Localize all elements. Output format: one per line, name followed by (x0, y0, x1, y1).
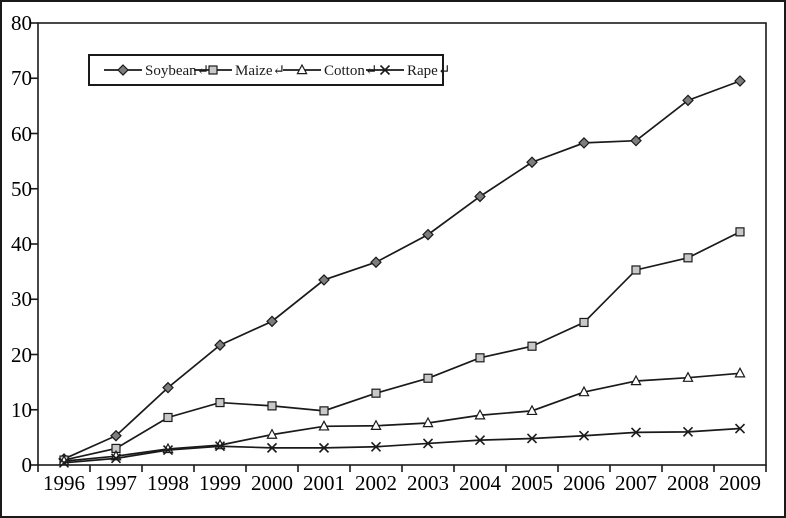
legend-label-soybean: Soybean↵ (145, 62, 210, 79)
legend-entry-soybean: Soybean↵ (104, 56, 209, 84)
marker-square-icon (475, 353, 485, 363)
marker-diamond-icon (578, 137, 590, 149)
marker-diamond-icon (266, 315, 278, 328)
marker-diamond-icon (318, 274, 330, 286)
x-tick-label: 2002 (355, 471, 397, 495)
marker-diamond-icon (370, 256, 382, 269)
x-tick-label: 2004 (459, 471, 501, 495)
marker-x-icon (58, 457, 70, 468)
marker-diamond-icon (734, 75, 746, 87)
marker-triangle-icon (526, 404, 538, 416)
y-tick-label: 50 (11, 176, 32, 201)
legend-diamond-icon (104, 64, 142, 76)
marker-triangle-icon (318, 420, 330, 431)
marker-diamond-icon (162, 381, 174, 394)
marker-square-icon (631, 265, 641, 275)
marker-triangle-icon (422, 416, 434, 428)
marker-diamond-icon (474, 190, 486, 203)
y-tick-label: 20 (11, 342, 32, 367)
series-line-maize (63, 231, 741, 461)
marker-square-icon (423, 373, 433, 383)
marker-x-icon (214, 441, 226, 452)
marker-triangle-icon (734, 367, 746, 378)
y-tick-label: 10 (11, 397, 32, 422)
x-tick-label: 1997 (95, 471, 137, 495)
marker-x-icon (526, 433, 538, 444)
legend-label-cotton: Cotton↵ (324, 62, 378, 79)
marker-triangle-icon (578, 385, 590, 397)
marker-square-icon (527, 341, 537, 351)
marker-triangle-icon (266, 428, 278, 439)
legend-triangle-icon (283, 63, 321, 75)
marker-x-icon (110, 453, 122, 464)
legend: Soybean↵ Maize↵ Cotton↵ Rape↵ (88, 54, 450, 86)
x-tick-label: 2005 (511, 471, 553, 495)
x-tick-label: 2007 (615, 471, 657, 495)
y-tick-label: 60 (11, 121, 32, 146)
marker-x-icon (578, 430, 590, 441)
y-tick-label: 0 (21, 453, 33, 477)
x-tick-label: 2001 (303, 471, 345, 495)
marker-x-icon (162, 445, 174, 456)
legend-entry-rape: Rape↵ (366, 56, 450, 84)
marker-x-icon (422, 438, 434, 449)
marker-square-icon (683, 253, 693, 263)
series-line-soybean (63, 80, 741, 460)
legend-label-maize: Maize↵ (235, 62, 286, 79)
legend-square-icon (194, 65, 232, 75)
marker-x-icon (379, 64, 391, 76)
marker-square-icon (371, 388, 381, 398)
marker-triangle-icon (370, 419, 382, 430)
x-tick-label: 1996 (43, 471, 85, 495)
marker-square-icon (319, 406, 329, 416)
marker-diamond-icon (682, 94, 694, 107)
x-tick-label: 1999 (199, 471, 241, 495)
legend-entry-cotton: Cotton↵ (283, 56, 377, 84)
marker-diamond-icon (110, 429, 122, 442)
x-tick-label: 2009 (719, 471, 761, 495)
series-line-cotton (63, 372, 741, 462)
x-tick-label: 2003 (407, 471, 449, 495)
x-tick-label: 1998 (147, 471, 189, 495)
plot-frame (37, 22, 767, 466)
marker-square-icon (215, 397, 225, 408)
marker-x-icon (682, 426, 694, 437)
marker-diamond-icon (526, 156, 538, 169)
marker-diamond-icon (214, 339, 226, 351)
marker-square-icon (163, 412, 173, 423)
marker-x-icon (630, 427, 642, 438)
marker-triangle-icon (682, 371, 694, 382)
series-line-rape (63, 427, 741, 464)
marker-square-icon (579, 317, 589, 328)
x-tick-label: 2000 (251, 471, 293, 495)
marker-x-icon (734, 423, 746, 434)
marker-x-icon (318, 442, 330, 453)
y-tick-label: 70 (11, 66, 32, 91)
legend-x-icon (366, 64, 404, 76)
x-tick-label: 2008 (667, 471, 709, 495)
legend-label-rape: Rape↵ (407, 62, 451, 79)
y-tick-label: 80 (11, 11, 32, 35)
y-tick-label: 40 (11, 232, 32, 256)
marker-diamond-icon (630, 134, 642, 147)
marker-x-icon (266, 442, 278, 453)
marker-square-icon (735, 227, 745, 237)
marker-x-icon (370, 441, 382, 452)
legend-entry-maize: Maize↵ (194, 56, 285, 84)
marker-triangle-icon (630, 374, 642, 386)
marker-triangle-icon (474, 409, 486, 420)
marker-diamond-icon (422, 228, 434, 241)
marker-x-icon (474, 435, 486, 446)
marker-square-icon (208, 65, 218, 75)
x-tick-label: 2006 (563, 471, 605, 495)
y-tick-label: 30 (11, 287, 32, 312)
marker-square-icon (267, 401, 277, 411)
marker-triangle-icon (296, 63, 308, 75)
marker-diamond-icon (117, 64, 129, 76)
